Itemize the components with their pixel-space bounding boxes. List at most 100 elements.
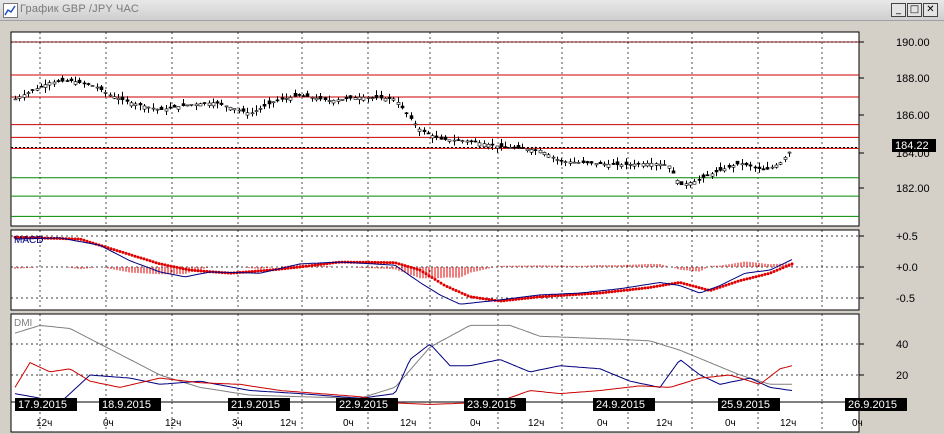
date-label: 21.9.2015 xyxy=(231,399,280,411)
candle-body xyxy=(215,101,220,104)
macd-signal-dot xyxy=(592,291,596,295)
date-badge: 23.9.2015 xyxy=(464,398,526,411)
candle-body xyxy=(654,163,659,166)
candle-body xyxy=(658,163,663,167)
macd-signal-dot xyxy=(568,293,572,297)
candle-body xyxy=(35,88,40,91)
candle-body xyxy=(710,173,715,177)
candle-body xyxy=(602,163,607,166)
candle-body xyxy=(159,106,164,110)
macd-signal-dot xyxy=(508,298,512,302)
macd-signal-dot xyxy=(661,283,665,287)
candle-body xyxy=(499,143,504,147)
minimize-button[interactable]: _ xyxy=(891,3,906,17)
candle-body xyxy=(185,104,190,107)
candle-body xyxy=(391,98,396,101)
candle-body xyxy=(146,106,151,109)
candle-body xyxy=(293,92,298,97)
candle-body xyxy=(198,103,203,107)
candle-body xyxy=(572,161,577,164)
close-button[interactable]: ✕ xyxy=(923,3,938,17)
candle-body xyxy=(675,180,680,184)
candle-body xyxy=(452,139,457,142)
macd-signal-dot xyxy=(472,295,476,299)
macd-signal-dot xyxy=(523,296,527,300)
maximize-button[interactable]: □ xyxy=(907,3,922,17)
candle-body xyxy=(533,149,538,151)
candle-body xyxy=(624,161,629,165)
candle-body xyxy=(318,96,323,100)
macd-signal-dot xyxy=(694,285,698,289)
candle-body xyxy=(400,105,405,109)
horizontal-levels xyxy=(11,41,859,217)
candle-body xyxy=(555,159,560,161)
macd-signal-dot xyxy=(460,291,464,295)
macd-signal-dot xyxy=(778,267,782,271)
candle-body xyxy=(594,163,599,166)
candle-body xyxy=(426,132,431,135)
candle-body xyxy=(460,140,465,142)
candle-body xyxy=(176,106,181,110)
macd-signal-dot xyxy=(757,274,761,278)
chart-canvas[interactable]: 190.00 188.00 186.00 184.00 182.00 184.2… xyxy=(0,20,944,434)
candle-body xyxy=(52,81,57,85)
candle-body xyxy=(722,168,727,172)
macd-signal-dot xyxy=(22,236,26,239)
hour-label: 0ч xyxy=(597,418,608,429)
dmi-panel[interactable] xyxy=(10,313,860,403)
date-label: 25.9.2015 xyxy=(721,399,770,411)
macd-signal-dot xyxy=(736,279,740,283)
macd-signal-dot xyxy=(658,284,662,288)
macd-signal-dot xyxy=(733,280,737,284)
macd-signal-dot xyxy=(319,262,323,266)
candle-body xyxy=(482,143,487,148)
macd-signal-dot xyxy=(655,284,659,288)
macd-signal-dot xyxy=(400,263,404,267)
chart-app-icon xyxy=(3,3,18,18)
date-label: 17.9.2015 xyxy=(18,399,67,411)
date-badge: 24.9.2015 xyxy=(593,398,655,411)
candle-body xyxy=(138,103,143,106)
hour-label: 12ч xyxy=(400,418,416,429)
price-panel[interactable] xyxy=(10,31,860,227)
macd-signal-dot xyxy=(616,289,620,293)
candle-body xyxy=(576,162,581,164)
candle-body xyxy=(26,92,31,94)
macd-signal-dot xyxy=(589,292,593,296)
candle-body xyxy=(374,95,379,99)
date-badge: 21.9.2015 xyxy=(228,398,290,411)
candle-body xyxy=(22,94,27,98)
candle-body xyxy=(503,146,508,148)
macd-signal-dot xyxy=(685,282,689,286)
macd-tick-label: +0.5 xyxy=(896,231,918,243)
macd-signal-dot xyxy=(745,277,749,281)
macd-signal-dot xyxy=(562,293,566,297)
macd-signal-dot xyxy=(760,273,764,277)
title-bar[interactable]: График GBP /JPY ЧАС _ □ ✕ xyxy=(0,0,944,21)
candle-body xyxy=(396,102,401,105)
candle-body xyxy=(13,98,18,101)
hour-label: 3ч xyxy=(232,418,243,429)
macd-signal-dot xyxy=(553,294,557,298)
candle-body xyxy=(353,97,358,100)
candle-body xyxy=(258,108,263,110)
price-tick-label: 188.00 xyxy=(896,73,930,85)
macd-signal-dot xyxy=(79,237,83,241)
macd-signal-dot xyxy=(256,269,260,273)
macd-signal-dot xyxy=(316,263,320,267)
macd-signal-dot xyxy=(82,238,86,242)
dmi-plus-di-line xyxy=(14,344,793,404)
dmi-label: DMI xyxy=(14,318,32,329)
macd-signal-dot xyxy=(607,290,611,294)
macd-signal-dot xyxy=(403,264,407,268)
candle-body xyxy=(387,96,392,99)
candle-body xyxy=(542,152,547,155)
price-candles xyxy=(13,75,792,189)
macd-signal-dot xyxy=(142,257,146,261)
macd-signal-dot xyxy=(679,281,683,285)
candle-body xyxy=(697,179,702,181)
candle-body xyxy=(684,183,689,186)
macd-signal-dot xyxy=(703,287,707,291)
macd-signal-dot xyxy=(748,276,752,280)
macd-label: MACD xyxy=(14,235,43,246)
